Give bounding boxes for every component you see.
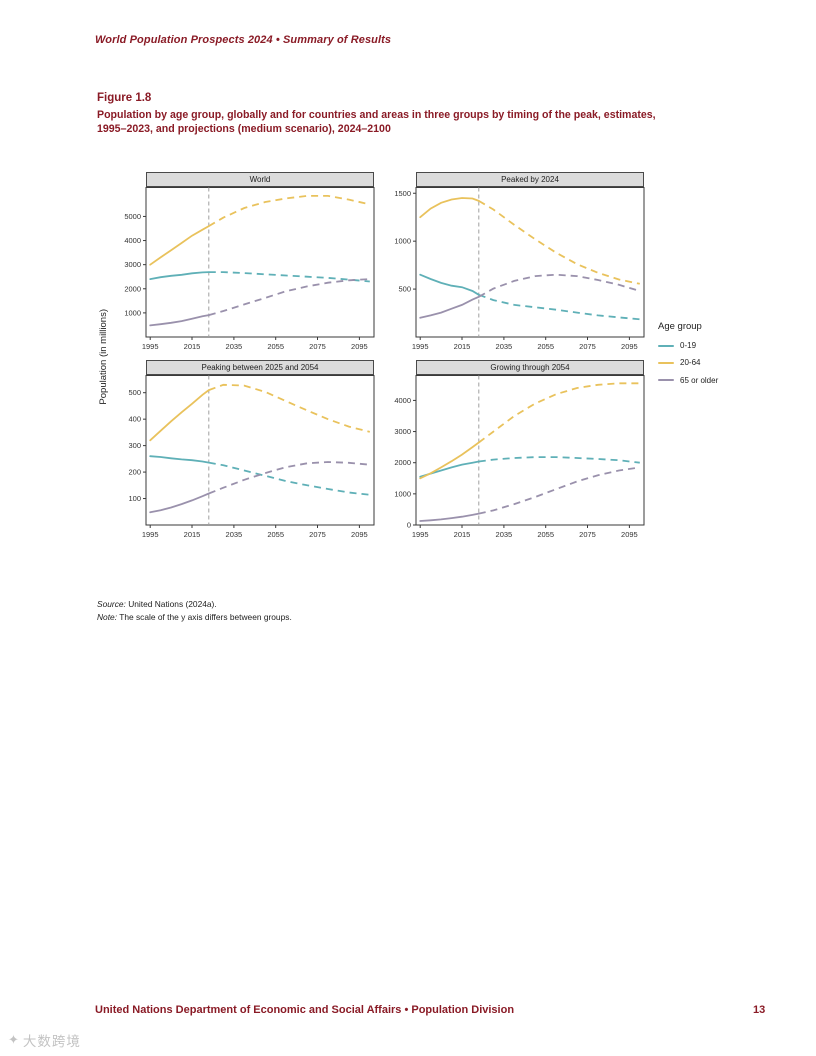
svg-text:1995: 1995: [142, 342, 159, 351]
panel-peaked-by-2024-plot: 500 1000 1500 1995 2015 2035 2055 2075 2095: [394, 187, 645, 351]
svg-text:2035: 2035: [226, 530, 243, 539]
panel-peaking-2025-2054: Peaking between 2025 and 2054 100 200 300 4…: [110, 360, 376, 542]
svg-text:2095: 2095: [351, 342, 368, 351]
svg-text:2035: 2035: [496, 342, 513, 351]
note-text: The scale of the y axis differs between …: [117, 612, 292, 623]
panel-growing-through-2054-strip: Growing through 2054: [416, 360, 644, 375]
svg-text:4000: 4000: [394, 396, 411, 405]
panels-grid: World 1000 2000 3000 4000 5000 1995 2015 2035 20…: [110, 172, 646, 542]
svg-text:500: 500: [128, 388, 141, 397]
svg-text:300: 300: [128, 441, 141, 450]
panel-growing-through-2054-plot: 0 1000 2000 3000 4000 1995 2015 2035 2055 2075 209…: [394, 375, 645, 539]
svg-text:200: 200: [128, 468, 141, 477]
svg-text:2055: 2055: [537, 342, 554, 351]
svg-text:2000: 2000: [394, 458, 411, 467]
figure-heading: Figure 1.8 Population by age group, glob…: [97, 92, 737, 137]
svg-text:1000: 1000: [124, 308, 141, 317]
svg-text:2015: 2015: [454, 530, 471, 539]
svg-text:1995: 1995: [142, 530, 159, 539]
svg-text:100: 100: [128, 494, 141, 503]
source-note: Source: United Nations (2024a).: [97, 598, 292, 611]
legend-label-20-64: 20-64: [680, 358, 701, 368]
svg-text:2075: 2075: [309, 342, 326, 351]
page-footer: United Nations Department of Economic an…: [95, 1004, 515, 1016]
y-axis-label-column: Population (in millions): [96, 172, 110, 542]
watermark-icon: ✦: [8, 1032, 20, 1047]
scale-note: Note: The scale of the y axis differs be…: [97, 611, 292, 624]
legend-title: Age group: [658, 321, 702, 333]
source-text: United Nations (2024a).: [125, 599, 217, 609]
svg-text:2095: 2095: [351, 530, 368, 539]
figure-title-line1: Population by age group, globally and fo…: [97, 109, 656, 121]
panel-world-plot: 1000 2000 3000 4000 5000 1995 2015 2035 2055 2075…: [124, 187, 375, 351]
panel-world: World 1000 2000 3000 4000 5000 1995 2015 2035 20…: [110, 172, 376, 354]
svg-text:1000: 1000: [394, 237, 411, 246]
svg-text:3000: 3000: [394, 427, 411, 436]
svg-text:2055: 2055: [267, 530, 284, 539]
page-number: 13: [753, 1004, 766, 1016]
legend-entry-65-older: 65 or older: [658, 376, 730, 385]
panel-peaked-by-2024: Peaked by 2024 500 1000 1500 1995 2015 2035 20…: [380, 172, 646, 354]
svg-text:2035: 2035: [226, 342, 243, 351]
svg-text:2095: 2095: [621, 342, 638, 351]
svg-text:1995: 1995: [412, 342, 429, 351]
panel-peaking-2025-2054-plot: 100 200 300 400 500 1995 2015 2035 2055 2075 2095: [128, 375, 375, 539]
legend-swatch-65-older: [658, 378, 674, 382]
figure-label: Figure 1.8: [97, 92, 152, 104]
panel-world-strip: World: [146, 172, 374, 187]
svg-text:2015: 2015: [184, 342, 201, 351]
legend-entry-20-64: 20-64: [658, 358, 730, 367]
panel-peaked-by-2024-strip: Peaked by 2024: [416, 172, 644, 187]
legend-swatch-20-64: [658, 361, 674, 365]
svg-text:2075: 2075: [579, 342, 596, 351]
y-axis-label: Population (in millions): [97, 309, 109, 405]
svg-text:1995: 1995: [412, 530, 429, 539]
legend-label-0-19: 0-19: [680, 341, 697, 351]
figure-1-8-charts: Population (in millions) World 1000 2000 3…: [96, 172, 730, 542]
panel-peaking-2025-2054-strip: Peaking between 2025 and 2054: [146, 360, 374, 375]
svg-text:2015: 2015: [454, 342, 471, 351]
source-label: Source:: [97, 599, 126, 609]
note-label: Note:: [97, 612, 118, 623]
svg-text:2075: 2075: [309, 530, 326, 539]
legend-label-65-older: 65 or older: [680, 375, 719, 385]
svg-text:400: 400: [128, 415, 141, 424]
svg-text:1000: 1000: [394, 489, 411, 498]
running-head: World Population Prospects 2024 • Summar…: [95, 34, 392, 46]
svg-text:500: 500: [398, 285, 411, 294]
svg-text:2000: 2000: [124, 284, 141, 293]
figure-title-line2: 1995–2023, and projections (medium scena…: [97, 122, 391, 135]
svg-text:0: 0: [407, 521, 411, 530]
legend-swatch-0-19: [658, 344, 674, 347]
svg-text:3000: 3000: [124, 260, 141, 269]
svg-text:5000: 5000: [124, 212, 141, 221]
svg-text:2015: 2015: [184, 530, 201, 539]
svg-text:2075: 2075: [579, 530, 596, 539]
legend-entry-0-19: 0-19: [658, 341, 730, 350]
svg-text:1500: 1500: [394, 189, 411, 198]
svg-text:2095: 2095: [621, 530, 638, 539]
legend: Age group 0-19 20-64 65 or older: [658, 172, 730, 542]
figure-footnotes: Source: United Nations (2024a). Note: Th…: [97, 598, 292, 624]
panel-growing-through-2054: Growing through 2054 0 1000 2000 3000 4000 19…: [380, 360, 646, 542]
svg-text:2055: 2055: [267, 342, 284, 351]
svg-text:2035: 2035: [496, 530, 513, 539]
svg-text:4000: 4000: [124, 236, 141, 245]
watermark: ✦ 大数跨境: [8, 1030, 81, 1050]
watermark-text: 大数跨境: [22, 1034, 81, 1049]
svg-text:2055: 2055: [537, 530, 554, 539]
